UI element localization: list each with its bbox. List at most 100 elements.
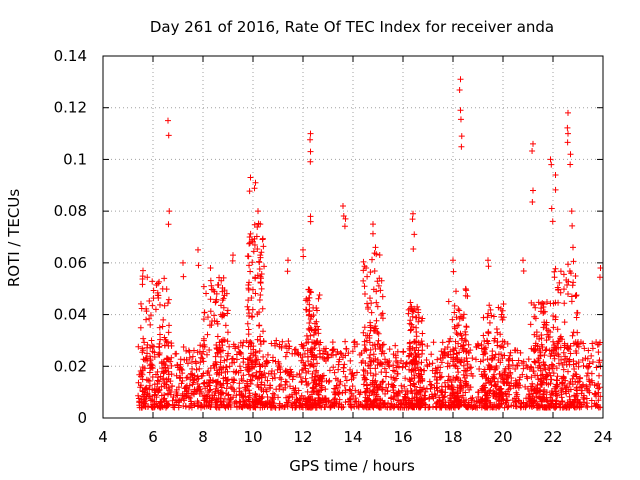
data-point <box>248 295 255 302</box>
data-point <box>246 262 253 269</box>
data-point <box>290 373 297 380</box>
data-point <box>346 386 353 393</box>
data-point <box>557 344 564 351</box>
data-point <box>531 358 538 365</box>
data-point <box>172 396 179 403</box>
data-point <box>179 377 186 384</box>
data-point <box>568 208 575 215</box>
data-point <box>390 367 397 374</box>
data-point <box>463 396 470 403</box>
data-point <box>407 350 414 357</box>
data-point <box>178 365 185 372</box>
data-point <box>194 387 201 394</box>
data-point <box>423 385 430 392</box>
data-point <box>406 340 413 347</box>
data-point <box>159 404 166 411</box>
data-point <box>570 244 576 251</box>
data-point <box>136 404 143 411</box>
data-point <box>487 306 494 313</box>
data-point <box>366 339 373 346</box>
data-point <box>528 374 535 381</box>
data-point <box>347 403 354 410</box>
data-point <box>434 399 441 406</box>
data-point <box>334 377 341 384</box>
data-point <box>300 246 306 253</box>
data-point <box>558 379 565 386</box>
data-point <box>583 402 590 409</box>
data-point <box>543 371 550 378</box>
data-point <box>161 380 168 387</box>
data-point <box>298 392 305 399</box>
data-point <box>528 397 535 404</box>
data-point <box>546 347 553 354</box>
data-point <box>513 403 520 410</box>
data-point <box>254 272 261 279</box>
data-point <box>418 367 425 374</box>
data-point <box>351 338 358 345</box>
data-point <box>207 265 214 272</box>
data-point <box>341 361 348 368</box>
data-point <box>472 404 479 411</box>
data-point <box>156 378 163 385</box>
data-point <box>149 278 156 285</box>
data-point <box>481 346 488 353</box>
data-point <box>360 258 367 265</box>
data-point <box>283 399 290 406</box>
data-point <box>334 348 341 355</box>
data-point <box>589 358 596 365</box>
data-point <box>543 376 550 383</box>
data-point <box>201 309 208 316</box>
data-point <box>361 389 368 396</box>
data-point <box>309 403 316 410</box>
data-point <box>303 379 310 386</box>
data-point <box>283 379 290 386</box>
data-point <box>466 386 473 393</box>
data-point <box>555 360 562 367</box>
data-point <box>338 351 345 358</box>
data-point <box>588 403 595 410</box>
data-point <box>200 358 207 365</box>
data-point <box>450 346 456 353</box>
data-point <box>279 338 286 345</box>
data-point <box>307 130 314 137</box>
data-point <box>333 400 340 407</box>
data-point <box>307 288 314 295</box>
data-point <box>547 353 554 360</box>
data-point <box>252 357 259 364</box>
data-point <box>215 371 222 378</box>
data-point <box>552 265 559 272</box>
data-point <box>320 350 327 357</box>
data-point <box>147 353 154 360</box>
y-tick-label: 0.14 <box>54 47 87 65</box>
data-point <box>226 363 233 370</box>
data-point <box>398 382 405 389</box>
data-point <box>452 345 459 352</box>
data-point <box>326 367 333 374</box>
data-point <box>258 386 265 393</box>
data-point <box>372 244 379 251</box>
data-point <box>424 342 431 349</box>
data-point <box>256 347 263 354</box>
data-point <box>506 382 513 389</box>
data-point <box>386 363 393 370</box>
data-point <box>528 364 535 371</box>
data-point <box>485 257 491 264</box>
data-point <box>562 377 569 384</box>
data-point <box>476 399 483 406</box>
data-point <box>489 404 496 411</box>
data-point <box>560 349 567 356</box>
data-point <box>368 309 375 316</box>
data-point <box>217 353 224 360</box>
data-point <box>566 356 573 363</box>
data-point <box>415 314 422 321</box>
data-point <box>247 354 254 361</box>
data-point <box>264 394 271 401</box>
data-point <box>204 395 211 402</box>
data-point <box>386 403 393 410</box>
data-point <box>593 364 600 371</box>
data-point <box>144 357 151 364</box>
data-point <box>209 377 216 384</box>
data-point <box>382 390 389 397</box>
data-point <box>195 262 202 269</box>
data-point <box>135 392 142 399</box>
